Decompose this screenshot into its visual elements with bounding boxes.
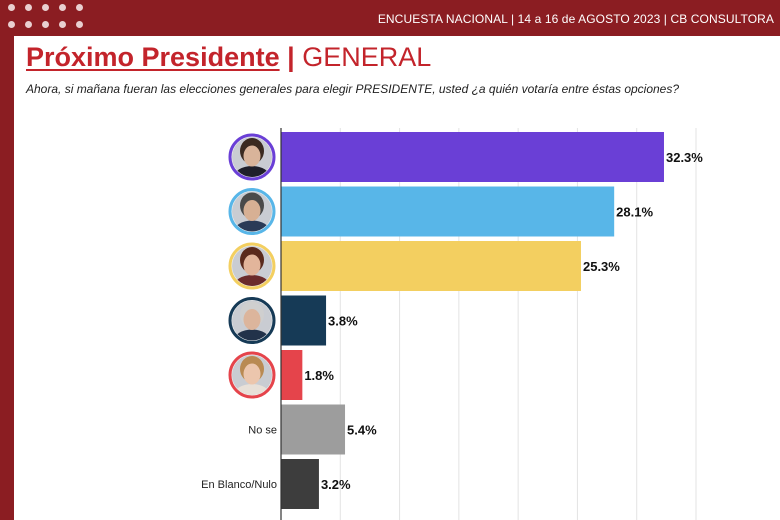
bar-value-label: 1.8%	[304, 368, 334, 383]
bar-value-label: 5.4%	[347, 423, 377, 438]
title-sub: GENERAL	[302, 42, 432, 72]
bar-value-label: 25.3%	[583, 259, 620, 274]
title-main: Próximo Presidente	[26, 42, 280, 72]
header-band: ENCUESTA NACIONAL | 14 a 16 de AGOSTO 20…	[0, 0, 780, 36]
dot-icon	[59, 4, 66, 11]
page-title: Próximo Presidente | GENERAL	[26, 42, 431, 73]
dot-icon	[42, 4, 49, 11]
category-label: En Blanco/Nulo	[201, 479, 277, 491]
bar-value-label: 3.8%	[328, 314, 358, 329]
chart-panel: Próximo Presidente | GENERAL Ahora, si m…	[14, 36, 780, 520]
bar-value-label: 32.3%	[666, 150, 703, 165]
dot-icon	[42, 21, 49, 28]
dot-icon	[8, 21, 15, 28]
bar-value-label: 3.2%	[321, 477, 351, 492]
survey-question: Ahora, si mañana fueran las elecciones g…	[26, 82, 680, 96]
bar-value-label: 28.1%	[616, 205, 653, 220]
left-frame	[0, 36, 14, 520]
bar	[281, 241, 581, 291]
candidate-1-photo-icon	[228, 133, 276, 181]
title-separator: |	[287, 42, 295, 72]
category-label: No se	[248, 425, 277, 437]
dot-icon	[76, 4, 83, 11]
dot-icon	[8, 4, 15, 11]
bar	[281, 404, 346, 455]
dot-icon	[59, 21, 66, 28]
bar	[281, 132, 664, 182]
survey-info: ENCUESTA NACIONAL | 14 a 16 de AGOSTO 20…	[377, 12, 774, 26]
bar	[281, 186, 615, 237]
dot-icon	[25, 21, 32, 28]
bar-chart: 32.3% 28.1% 25.3% 3.8% 1.8% 5.4% No se 3.2% En B…	[201, 128, 703, 520]
dot-icon	[76, 21, 83, 28]
bar	[281, 295, 327, 346]
candidate-2-photo-icon	[228, 188, 276, 235]
bar	[281, 459, 319, 509]
bar	[281, 350, 303, 400]
candidate-4-photo-icon	[228, 297, 276, 344]
dot-icon	[25, 4, 32, 11]
candidate-5-photo-icon	[228, 351, 276, 399]
decorative-dots	[8, 4, 88, 30]
candidate-3-photo-icon	[228, 242, 276, 290]
